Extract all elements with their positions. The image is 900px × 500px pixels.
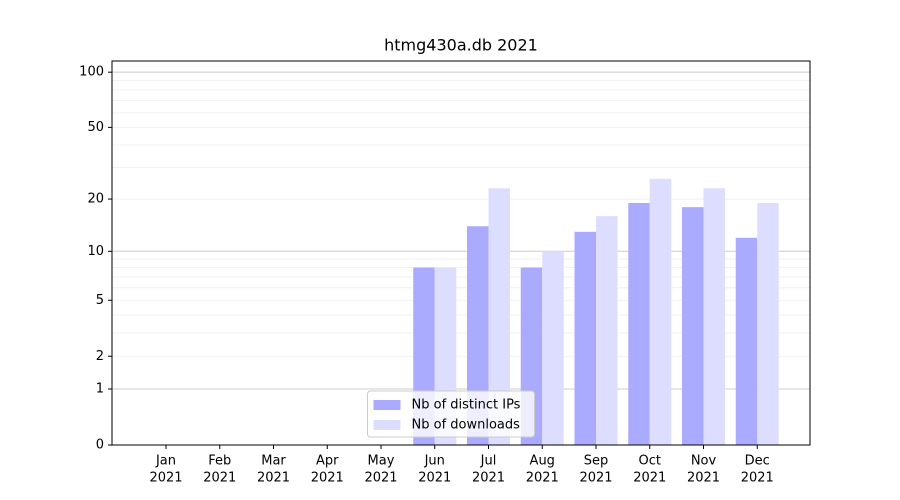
legend-box (367, 390, 535, 438)
y-tick-label: 0 (96, 438, 104, 453)
x-tick-label: Jul (480, 454, 497, 469)
legend-swatch (373, 420, 401, 430)
x-tick-label: 2021 (687, 471, 720, 486)
y-tick-label: 10 (87, 244, 104, 259)
x-tick-label: 2021 (633, 471, 666, 486)
bar (628, 203, 650, 445)
x-tick-label: Aug (530, 454, 555, 469)
y-tick-label: 50 (87, 120, 104, 135)
y-tick-label: 20 (87, 192, 104, 207)
y-tick-label: 5 (96, 293, 104, 308)
x-tick-label: Mar (261, 454, 286, 469)
x-tick-label: 2021 (741, 471, 774, 486)
x-tick-label: 2021 (257, 471, 290, 486)
bar (649, 178, 672, 445)
x-tick-label: 2021 (149, 471, 182, 486)
bar (542, 251, 564, 445)
bar (735, 237, 758, 445)
x-tick-label: Nov (691, 454, 717, 469)
bar (467, 226, 489, 445)
x-tick-label: Jun (424, 454, 445, 469)
x-tick-label: 2021 (203, 471, 236, 486)
x-tick-label: Oct (639, 454, 661, 469)
x-tick-label: Sep (584, 454, 609, 469)
x-tick-label: 2021 (472, 471, 505, 486)
x-tick-label: Feb (208, 454, 231, 469)
bar (574, 231, 596, 445)
x-tick-label: 2021 (311, 471, 344, 486)
y-tick-label: 2 (96, 349, 104, 364)
legend-label: Nb of downloads (412, 418, 521, 433)
bar (596, 216, 618, 445)
y-tick-label: 100 (79, 65, 104, 80)
x-tick-label: 2021 (579, 471, 612, 486)
x-tick-label: 2021 (364, 471, 397, 486)
x-tick-label: Apr (316, 454, 339, 469)
chart-title: htmg430a.db 2021 (384, 36, 538, 55)
x-tick-label: Dec (745, 454, 770, 469)
legend: Nb of distinct IPs Nb of downloads (367, 390, 535, 438)
legend-label: Nb of distinct IPs (412, 398, 521, 413)
bar (488, 188, 510, 445)
plot-frame (111, 60, 811, 446)
bar (703, 188, 725, 445)
x-tick-label: 2021 (418, 471, 451, 486)
bar (757, 203, 779, 445)
x-tick-label: 2021 (526, 471, 559, 486)
x-tick-label: May (368, 454, 395, 469)
legend-swatch (373, 400, 401, 410)
y-tick-label: 1 (96, 382, 104, 397)
x-tick-label: Jan (155, 454, 176, 469)
bar (682, 207, 704, 445)
